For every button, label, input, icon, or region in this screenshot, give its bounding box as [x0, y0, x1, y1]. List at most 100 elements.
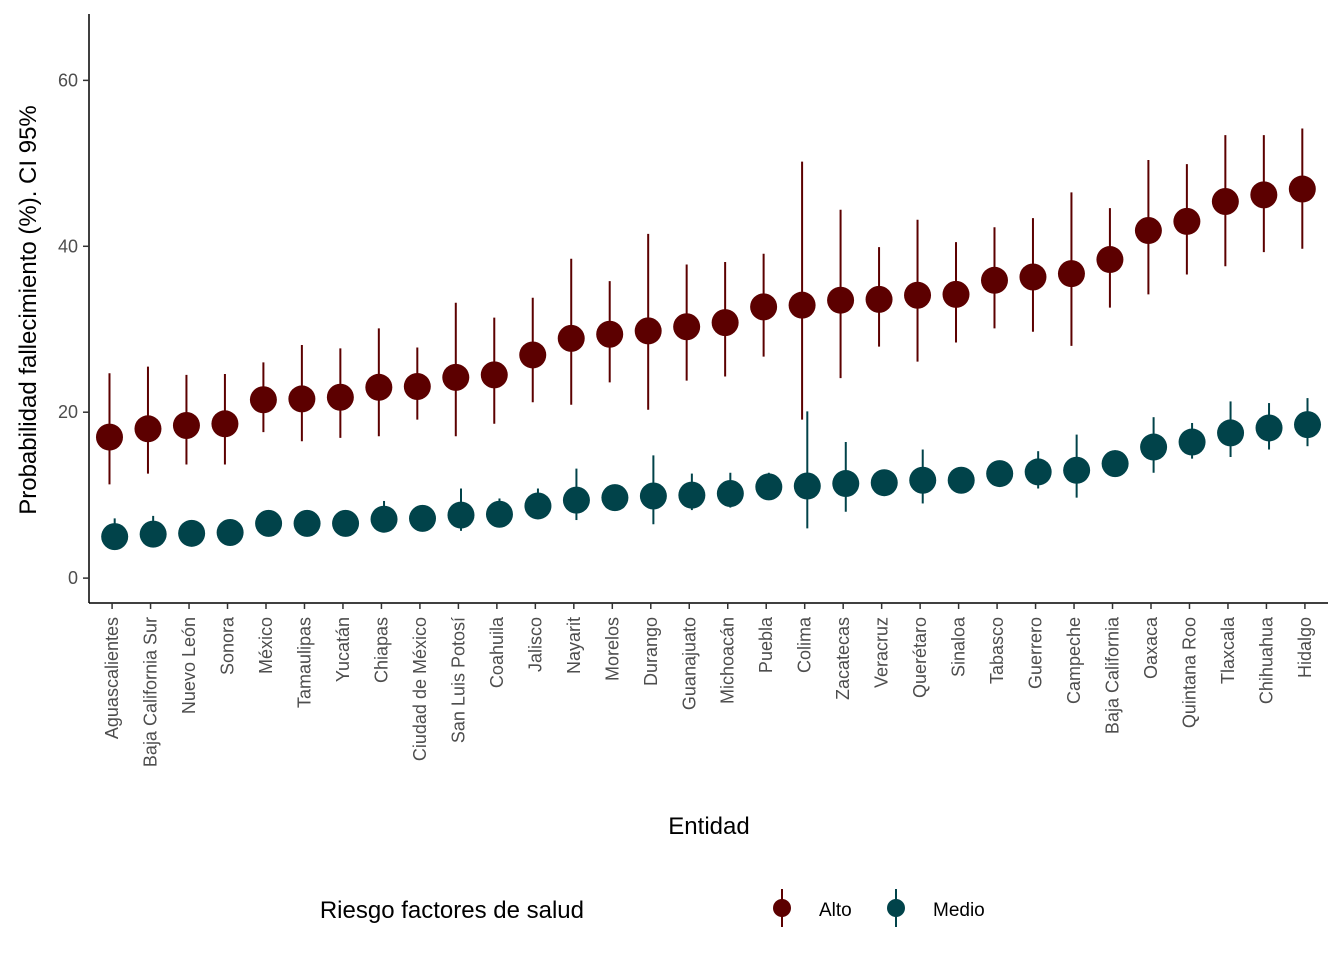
data-point — [101, 523, 129, 551]
x-tick-label: Guerrero — [1026, 617, 1046, 689]
x-tick-label: Sonora — [218, 616, 238, 675]
data-point — [942, 280, 970, 308]
x-axis-title: Entidad — [668, 813, 749, 840]
y-axis-title: Probabilidad fallecimiento (%). CI 95% — [15, 105, 42, 515]
data-point — [288, 385, 316, 413]
x-tick-label: Ciudad de México — [410, 617, 430, 761]
x-tick-label: Veracruz — [872, 617, 892, 688]
legend: Riesgo factores de salud Alto Medio — [320, 889, 985, 927]
data-point — [370, 505, 398, 533]
series-medio — [101, 398, 1322, 551]
x-tick-label: Puebla — [756, 616, 776, 673]
data-point — [1096, 246, 1124, 274]
x-tick-label: Querétaro — [910, 617, 930, 698]
data-point — [601, 484, 629, 512]
x-tick-label: Tlaxcala — [1218, 616, 1238, 684]
data-point — [909, 466, 937, 494]
data-point — [480, 361, 508, 389]
x-tick-label: Chiapas — [371, 617, 391, 683]
data-point — [1140, 433, 1168, 461]
x-tick-label: Chihuahua — [1256, 616, 1276, 704]
data-point — [1063, 456, 1091, 484]
series-alto — [95, 128, 1316, 485]
x-tick-label: Campeche — [1064, 617, 1084, 704]
x-tick-label: México — [256, 617, 276, 674]
x-tick-label: Morelos — [602, 617, 622, 681]
x-tick-label: San Luis Potosí — [448, 617, 468, 743]
data-point — [326, 383, 354, 411]
data-point — [332, 509, 360, 537]
data-point — [216, 518, 244, 546]
data-point — [1250, 181, 1278, 209]
x-tick-label: Baja California Sur — [141, 617, 161, 767]
data-point — [447, 501, 475, 529]
data-point — [1019, 263, 1047, 291]
x-tick-label: Tabasco — [987, 617, 1007, 684]
x-tick-label: Sinaloa — [949, 616, 969, 677]
data-point — [139, 520, 167, 548]
x-tick-label: Nuevo León — [179, 617, 199, 714]
data-point — [1211, 187, 1239, 215]
data-point — [904, 281, 932, 309]
data-point — [365, 373, 393, 401]
data-point — [634, 317, 662, 345]
data-point — [485, 500, 513, 528]
data-point — [134, 415, 162, 443]
data-point — [249, 386, 277, 414]
data-point — [716, 479, 744, 507]
data-point — [711, 309, 739, 337]
data-point — [793, 472, 821, 500]
x-axis-ticks: Aguascalientes Baja California Sur Nuevo L… — [102, 603, 1315, 767]
x-tick-label: Zacatecas — [833, 617, 853, 700]
data-point — [442, 363, 470, 391]
x-tick-label: Michoacán — [718, 617, 738, 704]
data-point — [178, 519, 206, 547]
data-point — [1134, 217, 1162, 245]
data-point — [1178, 428, 1206, 456]
data-point — [639, 482, 667, 510]
x-tick-label: Coahuila — [487, 616, 507, 688]
x-tick-label: Guanajuato — [679, 617, 699, 710]
data-point — [986, 460, 1014, 488]
legend-key-point — [887, 899, 905, 917]
data-point — [788, 291, 816, 319]
legend-label: Medio — [933, 900, 985, 921]
data-point — [832, 470, 860, 498]
x-tick-label: Yucatán — [333, 617, 353, 682]
data-point — [755, 473, 783, 501]
legend-key-point — [773, 899, 791, 917]
data-point — [1294, 411, 1322, 439]
data-point — [403, 372, 431, 400]
data-point — [1217, 419, 1245, 447]
x-tick-label: Colima — [795, 616, 815, 673]
y-tick-label: 40 — [58, 236, 78, 256]
x-tick-label: Tamaulipas — [294, 617, 314, 708]
data-point — [95, 423, 123, 451]
x-tick-label: Durango — [641, 617, 661, 686]
y-tick-label: 20 — [58, 402, 78, 422]
data-point — [870, 469, 898, 497]
data-point — [947, 466, 975, 494]
legend-label: Alto — [819, 900, 852, 921]
legend-key-medio — [887, 889, 905, 927]
x-tick-label: Jalisco — [525, 617, 545, 672]
data-point — [1101, 450, 1129, 478]
data-point — [562, 486, 590, 514]
data-point — [750, 293, 778, 321]
legend-title: Riesgo factores de salud — [320, 897, 584, 924]
chart-marks — [95, 128, 1322, 551]
x-tick-label: Nayarit — [564, 617, 584, 674]
data-point — [596, 320, 624, 348]
data-point — [1024, 458, 1052, 486]
data-point — [1173, 207, 1201, 235]
data-point — [409, 504, 437, 532]
data-point — [678, 481, 706, 509]
data-point — [827, 286, 855, 314]
data-point — [524, 492, 552, 520]
data-point — [255, 509, 283, 537]
data-point — [673, 313, 701, 341]
y-tick-label: 60 — [58, 70, 78, 90]
legend-key-alto — [773, 889, 791, 927]
